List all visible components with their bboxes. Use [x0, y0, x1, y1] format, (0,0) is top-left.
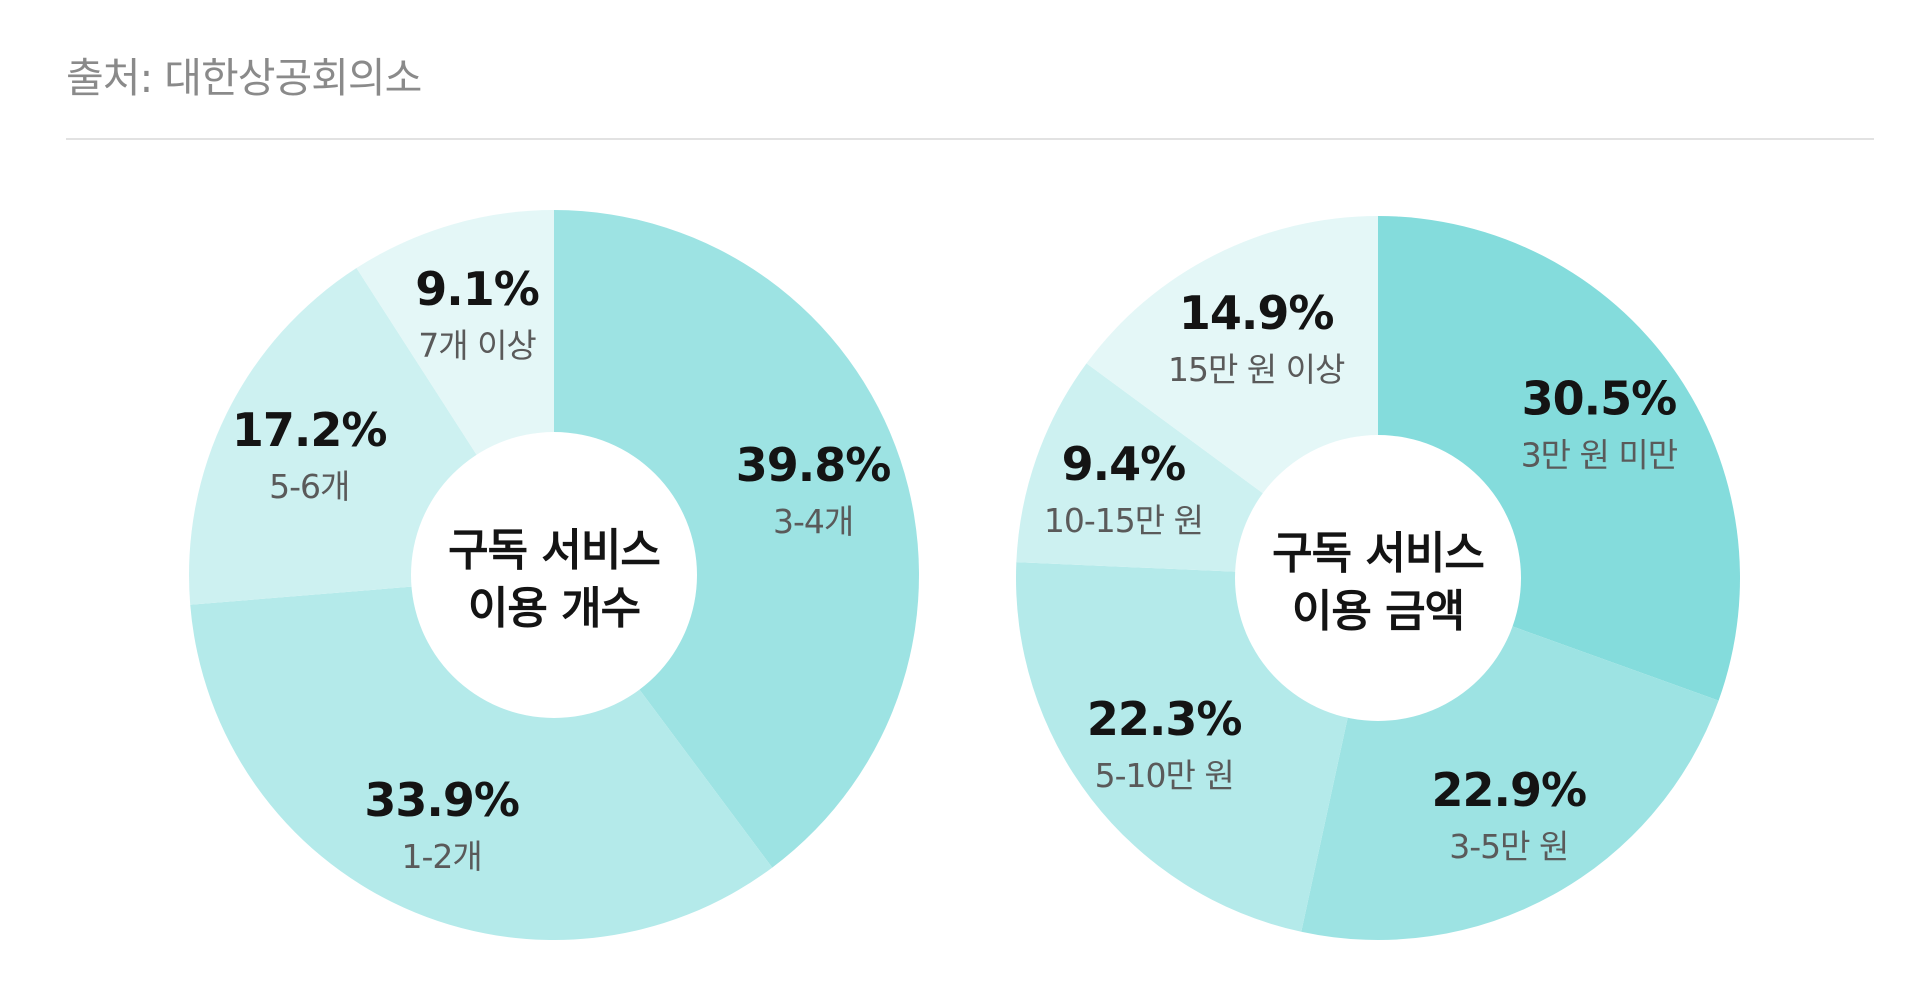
slice-value-label: 9.4%	[1062, 437, 1186, 491]
slice-category-label: 3-5만 원	[1449, 827, 1568, 866]
slice-category-label: 5-6개	[269, 467, 349, 506]
slice-value-label: 9.1%	[415, 262, 539, 316]
donut-chart-2: 30.5% 3만 원 미만 22.9% 3-5만 원 22.3% 5-10만 원 9.4% 1…	[1016, 216, 1741, 940]
donut-center-title: 이용 개수	[468, 583, 640, 634]
donut-center-title: 구독 서비스	[448, 525, 660, 576]
slice-value-label: 17.2%	[232, 403, 387, 457]
slice-category-label: 7개 이상	[418, 326, 536, 365]
donut-hole	[1235, 435, 1521, 721]
slice-category-label: 3-4개	[773, 502, 853, 541]
pie-slice	[190, 575, 773, 941]
donut-hole	[411, 432, 697, 718]
slice-value-label: 30.5%	[1522, 372, 1677, 426]
slice-category-label: 1-2개	[402, 837, 482, 876]
slice-value-label: 39.8%	[736, 438, 891, 492]
donut-center-title: 구독 서비스	[1272, 528, 1484, 579]
donut-center-title: 이용 금액	[1292, 586, 1464, 637]
slice-value-label: 14.9%	[1179, 286, 1334, 340]
slice-value-label: 22.3%	[1087, 692, 1242, 746]
slice-category-label: 15만 원 이상	[1168, 350, 1345, 389]
pie-slice	[554, 210, 919, 868]
slice-category-label: 5-10만 원	[1095, 756, 1234, 795]
slice-category-label: 10-15만 원	[1044, 501, 1203, 540]
source-note: 출처: 대한상공회의소	[66, 54, 422, 102]
slice-value-label: 22.9%	[1432, 763, 1587, 817]
slice-value-label: 33.9%	[364, 773, 519, 827]
header-divider	[66, 138, 1874, 140]
slice-category-label: 3만 원 미만	[1521, 436, 1678, 475]
